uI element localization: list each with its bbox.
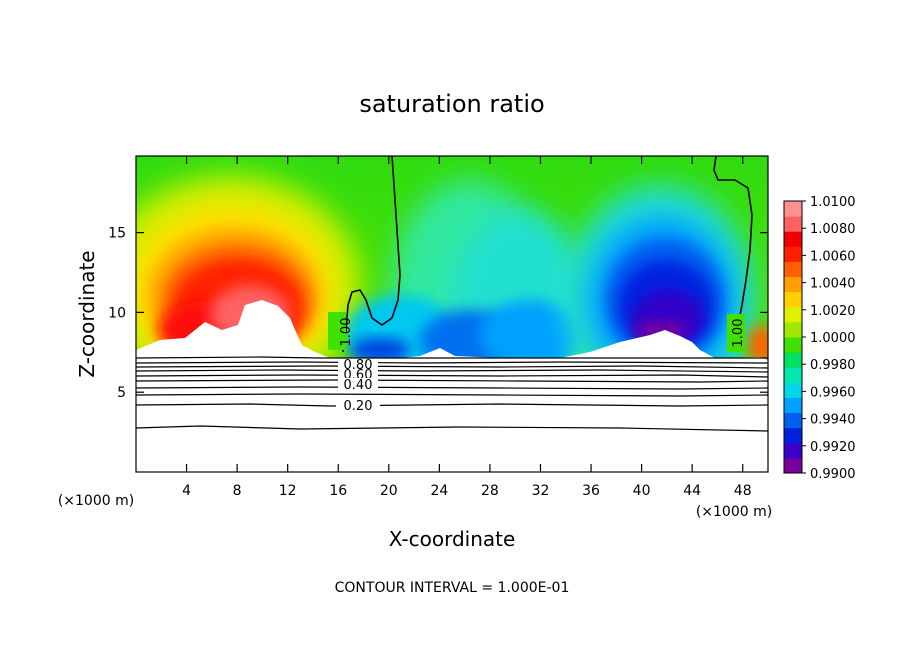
x-tick-label: 40 [633, 483, 651, 499]
colorbar-swatch [784, 291, 802, 308]
colorbar-label: 1.0020 [810, 304, 856, 319]
x-tick-label: 16 [329, 483, 347, 499]
x-unit-left: (×1000 m) [58, 493, 134, 509]
y-tick-label: 15 [108, 226, 126, 242]
y-tick-label: 10 [108, 305, 126, 321]
colorbar-label: 0.9900 [810, 467, 856, 482]
colorbar-swatch [784, 276, 802, 293]
y-tick-label: 5 [117, 385, 126, 401]
colorbar-label: 0.9960 [810, 385, 856, 400]
colorbar-swatch [784, 412, 802, 429]
plot-area: 1.00 1.00 0.80 0.60 0.40 0.20 [136, 156, 768, 472]
x-tick-label: 8 [233, 483, 242, 499]
colorbar-swatch [784, 352, 802, 368]
colorbar-swatch [784, 231, 802, 247]
colorbar-swatch [784, 427, 802, 444]
y-axis-ticks: 5 10 15 [108, 226, 768, 401]
contour-labels: 1.00 1.00 0.80 0.60 0.40 0.20 [328, 312, 746, 414]
x-tick-label: 28 [481, 483, 499, 499]
chart-title: saturation ratio [359, 90, 544, 118]
x-tick-label: 20 [380, 483, 398, 499]
colorbar-swatch [784, 321, 802, 338]
x-axis-ticks: 4 8 12 16 20 24 28 32 36 40 44 48 [182, 156, 752, 499]
x-tick-label: 32 [532, 483, 550, 499]
colorbar-label: 0.9940 [810, 413, 856, 428]
x-tick-label: 44 [683, 483, 701, 499]
plot-frame [135, 155, 769, 473]
x-unit-right: (×1000 m) [696, 504, 772, 520]
colorbar-label: 0.9980 [810, 358, 856, 373]
colorbar-label: 1.0000 [810, 331, 856, 346]
contour-label: 1.00 [731, 319, 746, 348]
x-tick-label: 36 [582, 483, 600, 499]
x-tick-label: 12 [279, 483, 297, 499]
colorbar-swatch [784, 442, 802, 459]
colorbar-swatch [784, 306, 802, 323]
x-tick-label: 24 [430, 483, 448, 499]
contour-line-1-00-right [713, 156, 753, 353]
colorbar-swatch [784, 457, 802, 474]
colorbar-swatch [784, 201, 802, 217]
colorbar-swatch [784, 216, 802, 232]
colorbar-swatch [784, 367, 802, 383]
colorbar: 1.0100 1.0080 1.0060 1.0040 1.0020 1.0000 0.99… [783, 195, 856, 482]
y-axis-label: Z-coordinate [75, 250, 99, 377]
colorbar-swatch [784, 337, 802, 353]
colorbar-swatch [784, 382, 802, 398]
contour-line-1-00-left [342, 156, 401, 353]
contour-label: 0.20 [344, 399, 373, 414]
lower-contours [136, 356, 768, 432]
contour-interval-note: CONTOUR INTERVAL = 1.000E-01 [335, 580, 570, 596]
x-tick-label: 4 [182, 483, 191, 499]
colorbar-label: 1.0060 [810, 249, 856, 264]
colorbar-swatch [784, 397, 802, 414]
x-axis-label: X-coordinate [389, 527, 516, 551]
x-tick-label: 48 [734, 483, 752, 499]
contour-label: 1.00 [339, 318, 354, 347]
colorbar-label: 1.0080 [810, 222, 856, 237]
colorbar-swatch [784, 261, 802, 278]
colorbar-label: 1.0040 [810, 277, 856, 292]
contour-label: 0.40 [344, 378, 373, 393]
colorbar-label: 0.9920 [810, 440, 856, 455]
colorbar-label: 1.0100 [810, 195, 856, 210]
colorbar-swatch [784, 246, 802, 262]
